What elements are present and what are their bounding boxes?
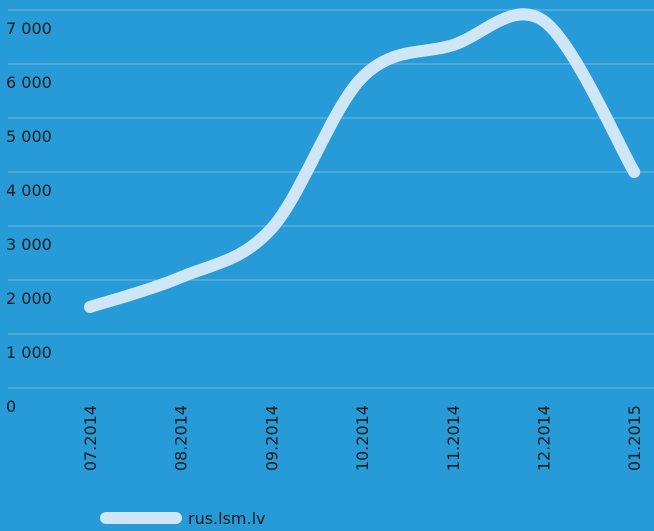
x-tick-label: 09.2014 — [262, 405, 281, 471]
y-tick-label: 7 000 — [6, 19, 52, 38]
y-tick-label: 4 000 — [6, 181, 52, 200]
y-tick-label: 3 000 — [6, 235, 52, 254]
y-tick-label: 1 000 — [6, 343, 52, 362]
series-line — [84, 8, 641, 313]
y-tick-label: 0 — [6, 397, 16, 416]
x-tick-label: 08.2014 — [172, 405, 191, 471]
y-tick-label: 2 000 — [6, 289, 52, 308]
legend-label: rus.lsm.lv — [188, 509, 266, 528]
x-tick-label: 10.2014 — [353, 405, 372, 471]
y-tick-label: 5 000 — [6, 127, 52, 146]
x-tick-label: 11.2014 — [444, 405, 463, 471]
x-tick-label: 07.2014 — [81, 405, 100, 471]
y-tick-label: 6 000 — [6, 73, 52, 92]
x-tick-label: 12.2014 — [535, 405, 554, 471]
x-tick-label: 01.2015 — [625, 405, 644, 471]
